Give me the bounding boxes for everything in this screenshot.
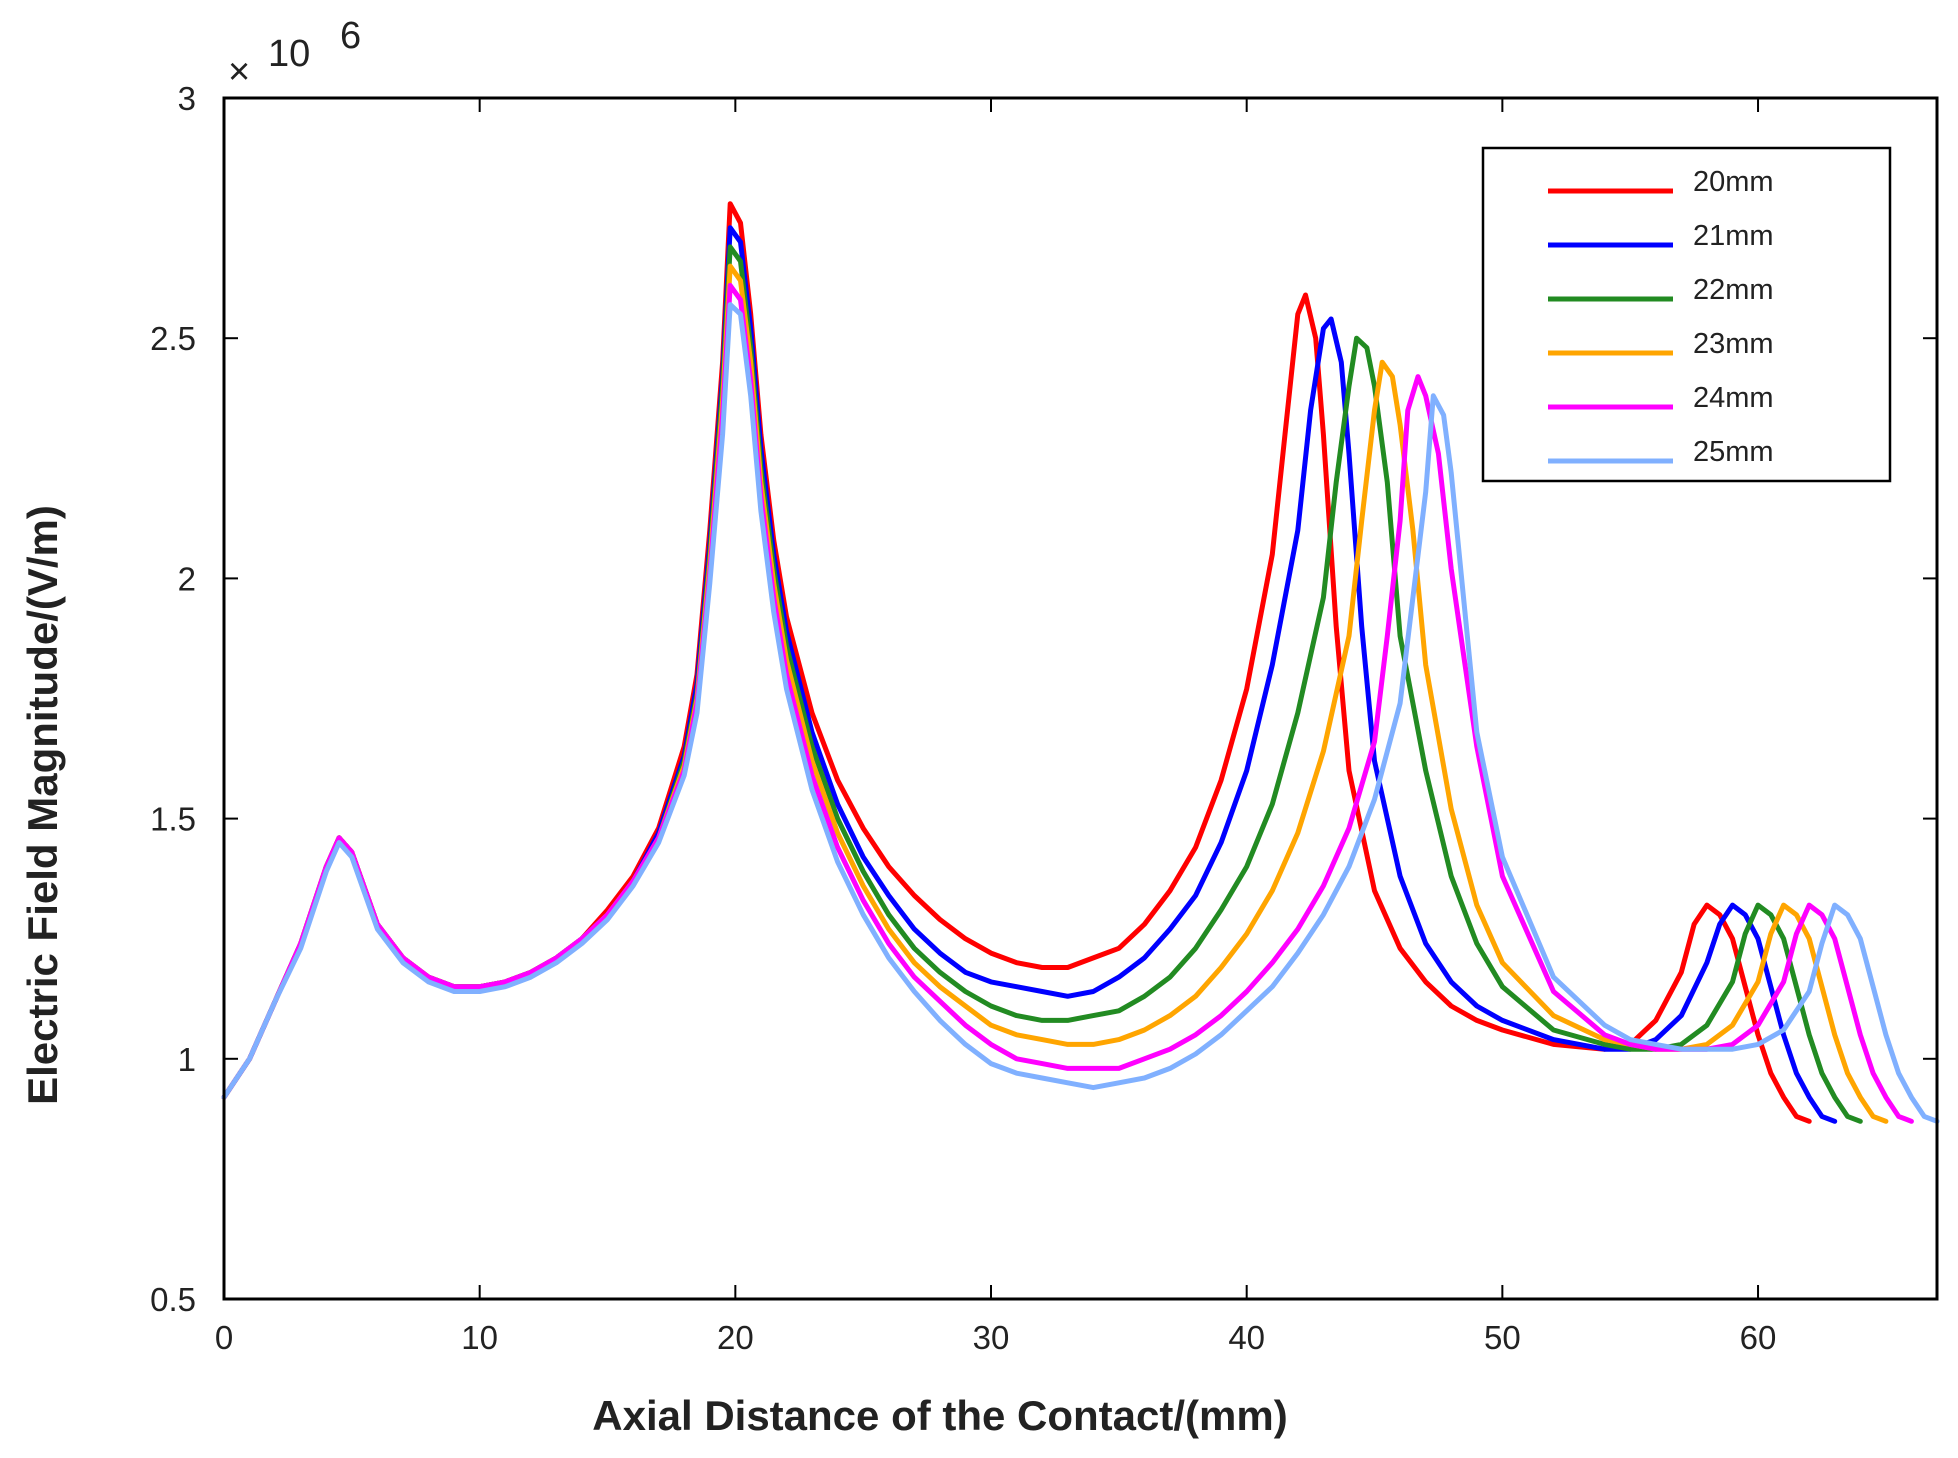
x-tick-label: 0	[215, 1319, 233, 1356]
x-axis-label: Axial Distance of the Contact/(mm)	[592, 1392, 1287, 1439]
y-multiplier-base: 10	[268, 33, 310, 75]
legend-label: 21mm	[1693, 220, 1774, 252]
plot-lines	[221, 201, 1940, 1124]
y-multiplier-exponent: 6	[340, 15, 361, 57]
x-tick-label: 40	[1228, 1319, 1265, 1356]
legend: 20mm 21mm 22mm 23mm 24mm 25mm	[1481, 146, 1892, 483]
y-tick-label: 1.5	[150, 801, 196, 838]
y-multiplier: × 10 6	[228, 15, 361, 93]
x-tick-label: 10	[461, 1319, 498, 1356]
y-tick-label: 0.5	[150, 1281, 196, 1318]
y-multiplier-times: ×	[228, 51, 250, 93]
legend-label: 25mm	[1693, 436, 1774, 468]
plot-frame	[222, 96, 1939, 1301]
legend-label: 22mm	[1693, 274, 1774, 306]
y-axis-label: Electric Field Magnitude/(V/m)	[19, 505, 66, 1105]
x-tick-label: 50	[1484, 1319, 1521, 1356]
x-tick-label: 30	[973, 1319, 1010, 1356]
x-tick-label: 60	[1740, 1319, 1777, 1356]
legend-label: 24mm	[1693, 382, 1774, 414]
y-tick-label: 2	[178, 560, 196, 597]
legend-label: 23mm	[1693, 328, 1774, 360]
axis-ticks: 0 10 20 30 40 50 60 0.5 1 1.5 2 2.5 3	[150, 80, 1937, 1356]
y-tick-label: 1	[178, 1041, 196, 1078]
y-tick-label: 3	[178, 80, 196, 117]
y-tick-label: 2.5	[150, 320, 196, 357]
legend-label: 20mm	[1693, 166, 1774, 198]
legend-box	[1481, 146, 1892, 483]
series-line-25mm	[221, 302, 1940, 1124]
x-tick-label: 20	[717, 1319, 754, 1356]
